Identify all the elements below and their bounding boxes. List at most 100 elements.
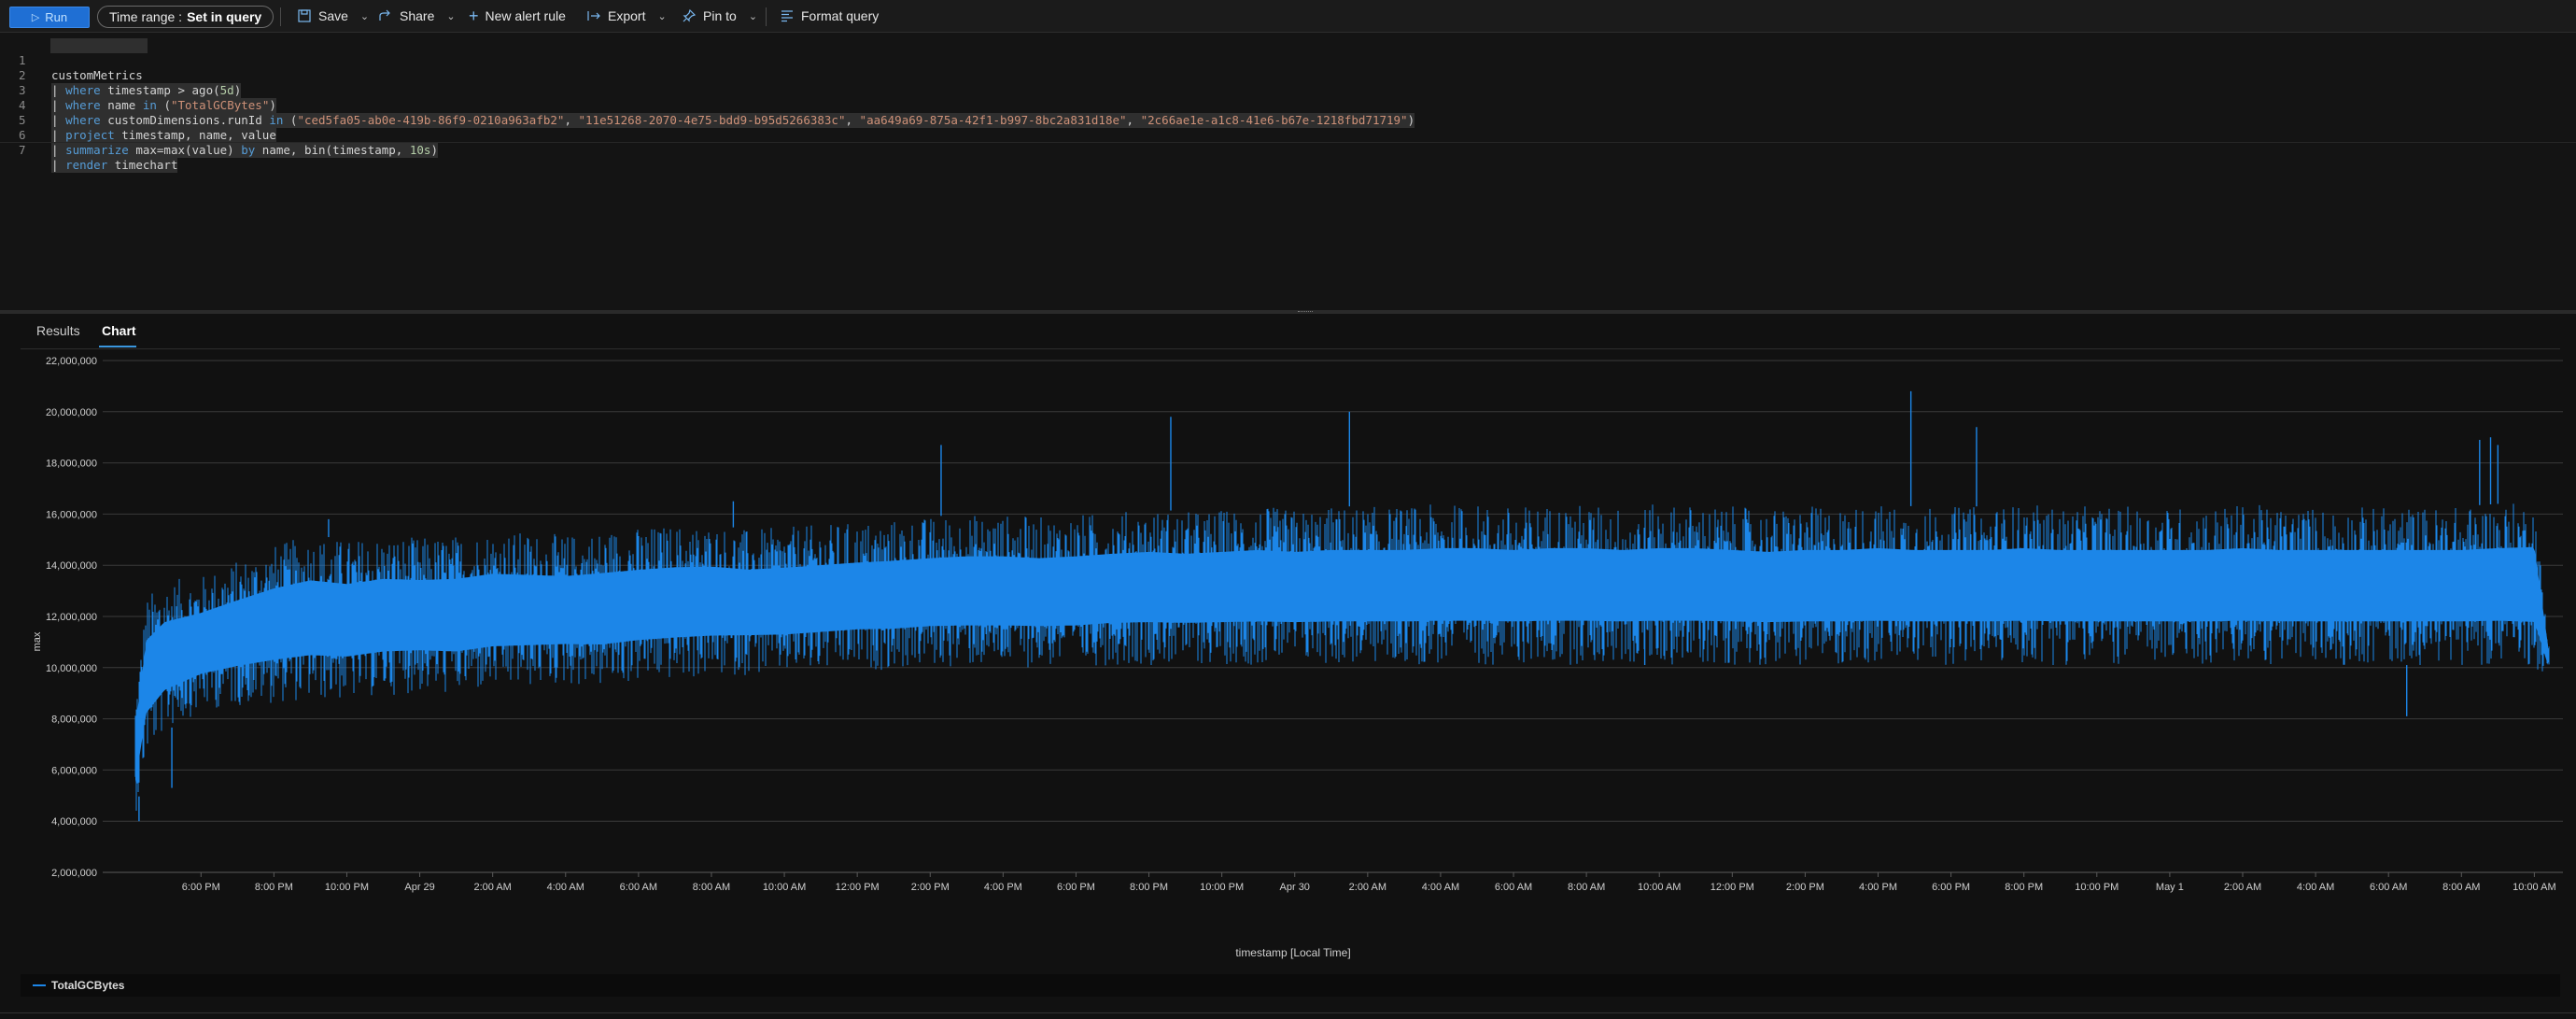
toolbar-divider: [280, 7, 281, 26]
x-tick-label: 10:00 AM: [2513, 882, 2555, 893]
editor-line: 2 | where timestamp > ago(5d): [19, 68, 242, 98]
code-line-3: | where name in ("TotalGCBytes"): [51, 98, 276, 113]
chevron-down-icon: ⌄: [359, 10, 370, 22]
code-line-2: | where timestamp > ago(5d): [51, 83, 242, 98]
x-tick-label: 6:00 PM: [1932, 882, 1970, 893]
toolbar: ▷ Run Time range : Set in query Save ⌄ S…: [0, 0, 2576, 33]
pin-to-button[interactable]: Pin to ⌄: [674, 0, 765, 32]
pin-label: Pin to: [703, 8, 737, 23]
series-totalgcbytes[interactable]: [134, 390, 2550, 822]
x-tick-label: 2:00 AM: [2224, 882, 2261, 893]
pane-splitter[interactable]: [0, 310, 2576, 314]
x-tick-label: 4:00 AM: [2297, 882, 2334, 893]
timechart[interactable]: 22,000,000 20,000,000 18,000,000 16,000,000…: [0, 349, 2576, 970]
x-tick-label: 6:00 PM: [182, 882, 220, 893]
result-tabs: Results Chart: [0, 323, 2576, 347]
x-tick-label: 10:00 PM: [2075, 882, 2119, 893]
query-editor[interactable]: 1 customMetrics 2 | where timestamp > ag…: [0, 33, 2576, 310]
save-button[interactable]: Save ⌄: [289, 0, 376, 32]
tab-results[interactable]: Results: [36, 323, 80, 338]
x-tick-label: 6:00 PM: [1057, 882, 1095, 893]
format-query-button[interactable]: Format query: [772, 0, 886, 32]
series-line[interactable]: [134, 503, 2550, 811]
x-tick-label: 12:00 PM: [836, 882, 880, 893]
chart-legend: TotalGCBytes: [21, 974, 2560, 997]
editor-line: 7 | render timechart: [19, 143, 178, 173]
y-tick-label: 18,000,000: [46, 459, 97, 470]
save-icon: [298, 9, 311, 22]
x-tick-label: 4:00 AM: [547, 882, 584, 893]
code-line-6: | summarize max=max(value) by name, bin(…: [51, 143, 438, 158]
x-tick-label: 6:00 AM: [2370, 882, 2407, 893]
code-line-5: | project timestamp, name, value: [51, 128, 276, 143]
y-tick-label: 16,000,000: [46, 509, 97, 520]
x-tick-label: 8:00 PM: [2005, 882, 2043, 893]
editor-line: 5 | project timestamp, name, value: [19, 113, 276, 143]
x-tick-label: 8:00 AM: [693, 882, 730, 893]
x-tick-label: 8:00 PM: [255, 882, 293, 893]
x-tick-label: 10:00 AM: [1638, 882, 1681, 893]
x-tick-label: Apr 30: [1280, 882, 1310, 893]
y-axis-ticks: 22,000,000 20,000,000 18,000,000 16,000,000…: [46, 356, 97, 879]
y-tick-label: 10,000,000: [46, 663, 97, 674]
y-tick-label: 8,000,000: [51, 715, 97, 726]
x-tick-label: 10:00 AM: [763, 882, 806, 893]
code-line-7: | render timechart: [51, 158, 178, 173]
y-axis-label: max: [32, 631, 43, 651]
time-range-label: Time range :: [109, 9, 183, 24]
x-tick-label: 2:00 PM: [911, 882, 950, 893]
x-tick-label: 6:00 AM: [620, 882, 657, 893]
export-label: Export: [608, 8, 646, 23]
plus-icon: +: [469, 7, 479, 25]
y-tick-label: 22,000,000: [46, 356, 97, 367]
editor-line: 4 | where customDimensions.runId in ("ce…: [19, 98, 1415, 128]
x-tick-label: 6:00 AM: [1495, 882, 1532, 893]
format-label: Format query: [801, 8, 880, 23]
x-tick-label: 4:00 PM: [984, 882, 1022, 893]
share-label: Share: [400, 8, 435, 23]
x-tick-label: Apr 29: [404, 882, 434, 893]
toolbar-divider: [766, 7, 767, 26]
export-button[interactable]: Export ⌄: [579, 0, 674, 32]
editor-line: 1 customMetrics: [19, 53, 143, 82]
share-button[interactable]: Share ⌄: [371, 0, 463, 32]
x-tick-label: 8:00 PM: [1130, 882, 1168, 893]
y-tick-label: 12,000,000: [46, 612, 97, 623]
run-label: Run: [45, 10, 68, 24]
x-tick-label: 2:00 AM: [473, 882, 511, 893]
x-axis-ticks: 6:00 PM 8:00 PM 10:00 PM Apr 29 2:00 AM 4:00 …: [182, 872, 2556, 893]
new-alert-label: New alert rule: [485, 8, 566, 23]
active-tab-indicator: [99, 346, 136, 347]
x-tick-label: 10:00 PM: [1200, 882, 1244, 893]
time-range-button[interactable]: Time range : Set in query: [97, 6, 274, 28]
save-label: Save: [318, 8, 348, 23]
tab-chart[interactable]: Chart: [102, 323, 136, 338]
pin-icon: [683, 8, 697, 22]
x-tick-label: 8:00 AM: [1568, 882, 1605, 893]
code-line-1: customMetrics: [51, 68, 143, 82]
legend-item-totalgcbytes[interactable]: TotalGCBytes: [51, 979, 125, 992]
x-tick-label: 12:00 PM: [1710, 882, 1754, 893]
y-tick-label: 6,000,000: [51, 765, 97, 776]
y-tick-label: 4,000,000: [51, 816, 97, 828]
editor-line: 6 | summarize max=max(value) by name, bi…: [19, 128, 438, 158]
x-tick-label: 2:00 PM: [1786, 882, 1824, 893]
x-tick-label: 4:00 PM: [1859, 882, 1897, 893]
splitter-grip-icon[interactable]: [1298, 311, 1313, 314]
x-tick-label: May 1: [2156, 882, 2184, 893]
time-range-value: Set in query: [187, 9, 262, 24]
new-alert-rule-button[interactable]: + New alert rule: [461, 0, 573, 32]
code-line-4: | where customDimensions.runId in ("ced5…: [51, 113, 1415, 128]
run-button[interactable]: ▷ Run: [9, 7, 90, 28]
format-icon: [781, 10, 793, 22]
y-tick-label: 2,000,000: [51, 868, 97, 879]
y-tick-label: 20,000,000: [46, 407, 97, 418]
x-tick-label: 10:00 PM: [325, 882, 369, 893]
editor-line: 3 | where name in ("TotalGCBytes"): [19, 83, 276, 113]
x-tick-label: 8:00 AM: [2442, 882, 2480, 893]
play-icon: ▷: [31, 12, 40, 23]
chevron-down-icon: ⌄: [748, 10, 758, 22]
legend-swatch: [33, 984, 46, 986]
x-tick-label: 2:00 AM: [1349, 882, 1387, 893]
x-tick-label: 4:00 AM: [1422, 882, 1459, 893]
